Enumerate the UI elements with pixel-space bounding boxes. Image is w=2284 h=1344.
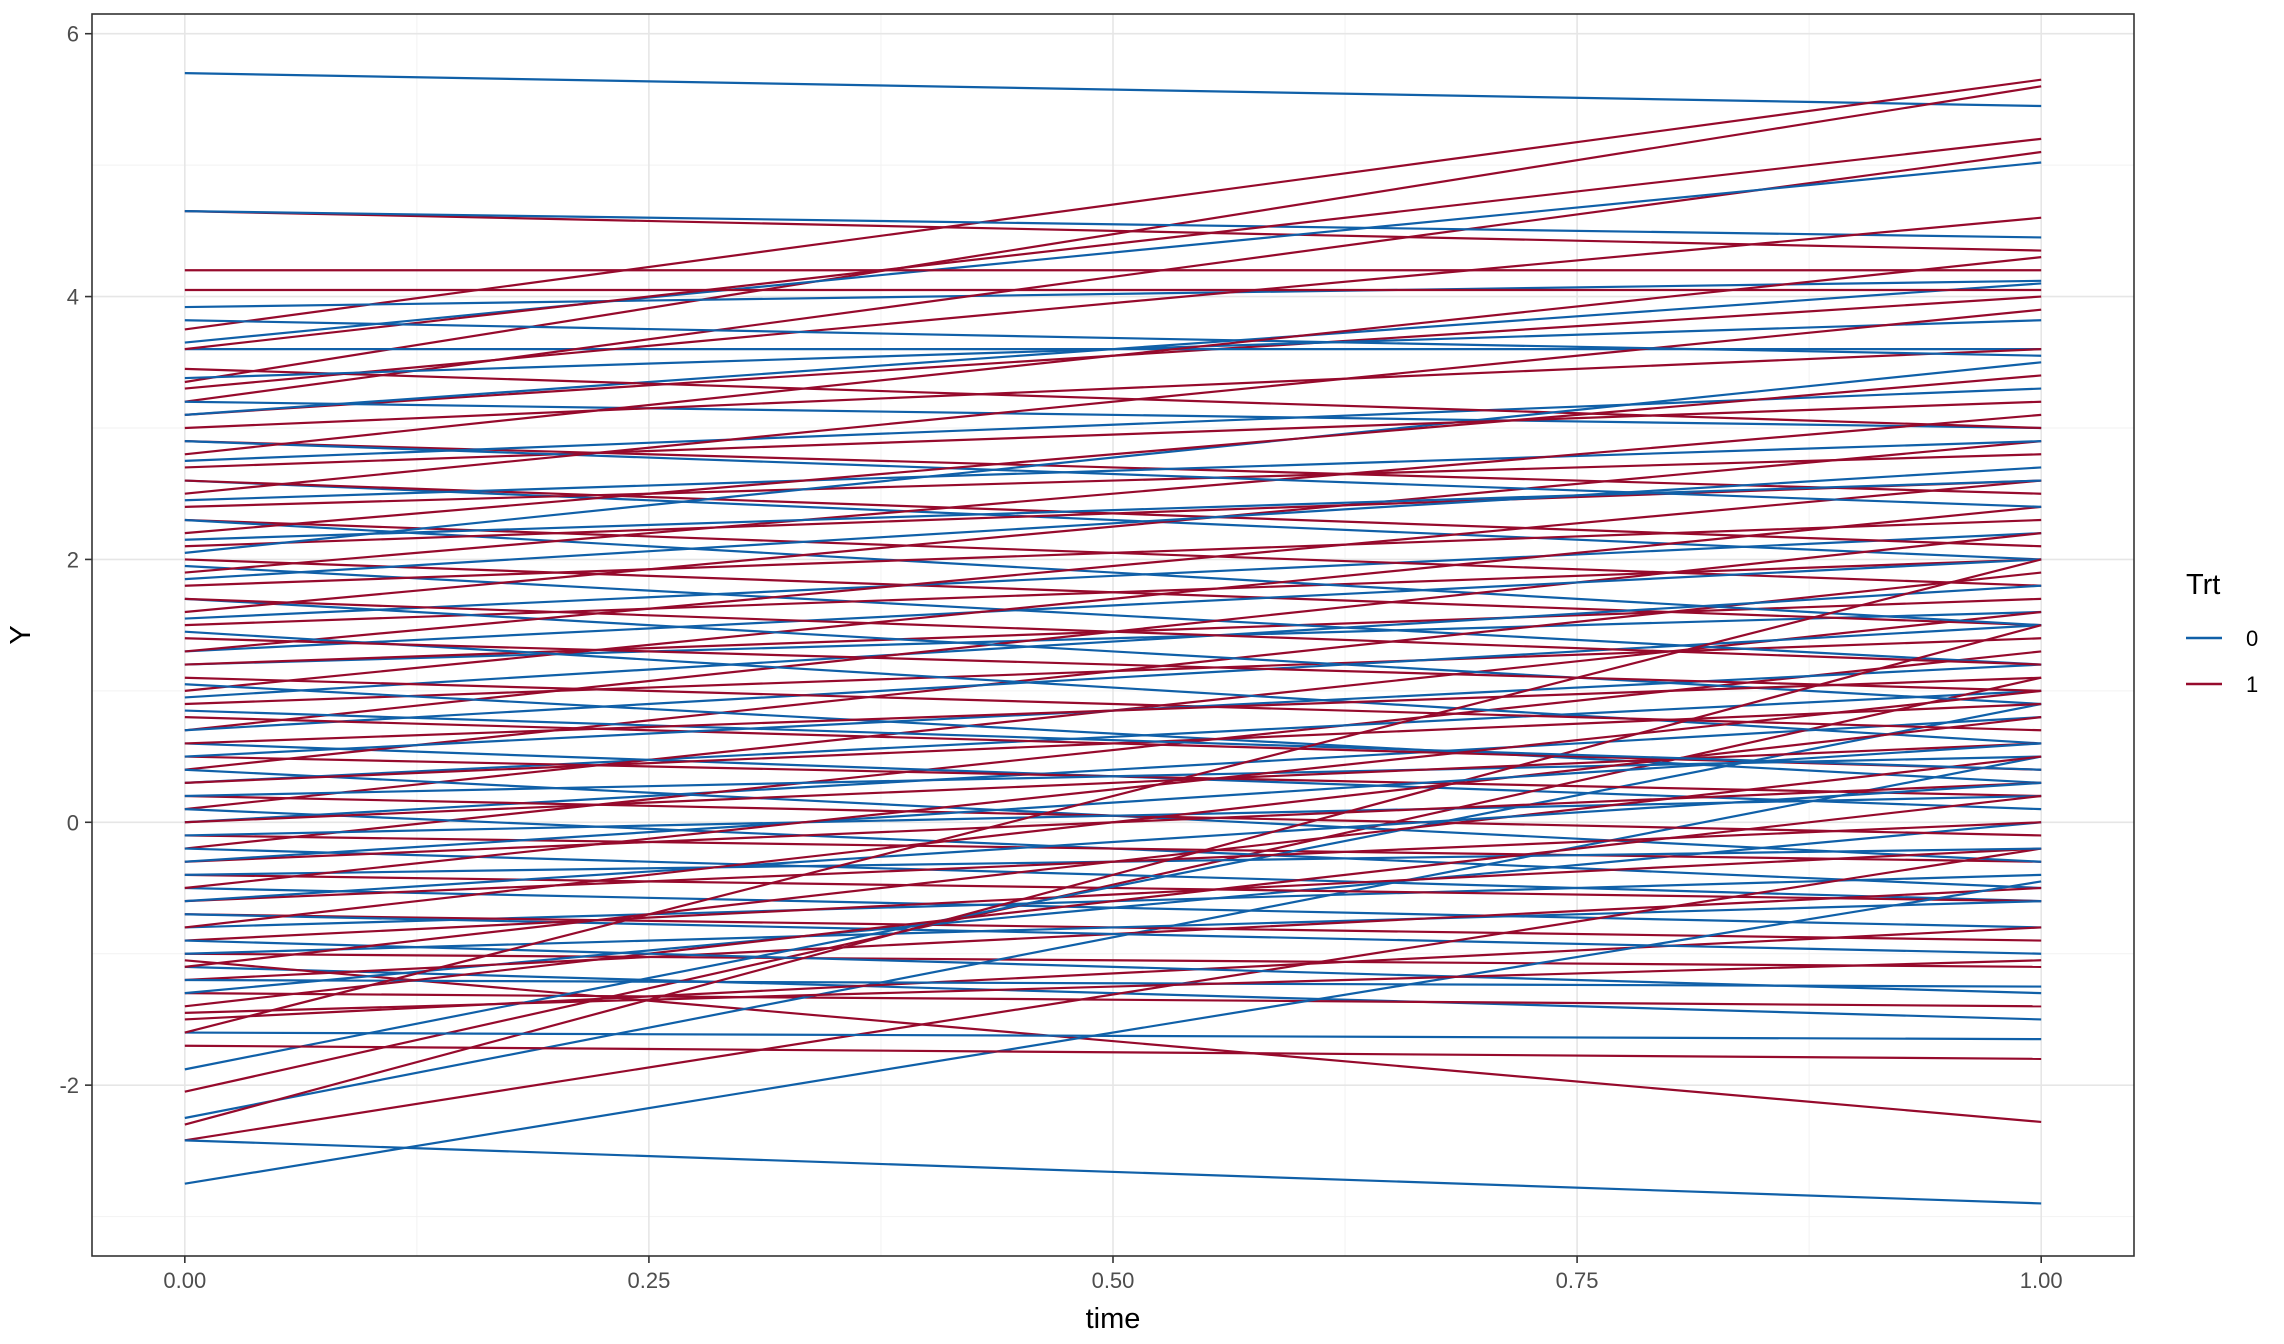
x-tick-label: 0.50 [1092, 1268, 1135, 1293]
series-1-line [184, 992, 2042, 1008]
x-tick-label: 0.25 [627, 1268, 670, 1293]
series-0-line [184, 900, 2042, 955]
legend-label-0: 0 [2246, 626, 2258, 651]
series-1-line [184, 676, 2042, 745]
series-0-line [184, 319, 2042, 357]
series-0-line [184, 880, 2042, 1185]
series-0-line [184, 742, 2042, 863]
legend: Trt 01 [2186, 569, 2258, 697]
series-1-line [184, 959, 2042, 1124]
series-1-line [184, 676, 2042, 732]
series-1-line [184, 952, 2042, 968]
series-0-line [184, 72, 2042, 108]
series-0-line [184, 319, 2042, 380]
series-1-line [184, 518, 2042, 587]
series-1-line [184, 847, 2042, 1142]
series-0-line [184, 709, 2042, 771]
series-1-line [184, 440, 2042, 614]
series-0-line [184, 781, 2042, 903]
series-1-line [184, 308, 2042, 495]
series-0-line [184, 161, 2042, 344]
series-1-line [184, 400, 2042, 469]
series-0-line [184, 965, 2042, 1021]
series-1-line [184, 1044, 2042, 1060]
series-1-line [184, 755, 2042, 968]
series-0-line [184, 610, 2042, 666]
legend-items: 01 [2186, 626, 2258, 697]
series-1-line [184, 505, 2042, 692]
series-0-line [184, 279, 2042, 309]
series-0-line [184, 400, 2042, 430]
series-0-line [184, 913, 2042, 955]
series-0-line [184, 440, 2042, 502]
series-1-line [184, 650, 2042, 850]
series-1-line [184, 716, 2042, 929]
series-1-line [184, 348, 2042, 430]
y-tick-label: -2 [59, 1073, 79, 1098]
series-0-line [184, 584, 2042, 699]
y-tick-label: 4 [67, 285, 79, 310]
series-lines [184, 72, 2042, 1205]
series-0-line [184, 689, 2042, 784]
series-1-line [184, 558, 2042, 627]
series-0-line [184, 1031, 2042, 1041]
series-1-line [184, 597, 2042, 666]
x-tick-label: 0.00 [163, 1268, 206, 1293]
series-0-line [184, 939, 2042, 995]
series-1-line [184, 689, 2042, 890]
series-1-line [184, 847, 2042, 942]
x-tick-label: 1.00 [2020, 1268, 2063, 1293]
series-0-line [184, 624, 2042, 732]
series-0-line [184, 361, 2042, 554]
series-1-line [184, 256, 2042, 456]
y-tick-label: 6 [67, 22, 79, 47]
series-0-line [184, 558, 2042, 653]
series-1-line [184, 558, 2042, 1034]
series-0-line [184, 210, 2042, 239]
series-1-line [184, 453, 2042, 508]
legend-label-1: 1 [2246, 672, 2258, 697]
series-0-line [184, 1139, 2042, 1205]
series-0-line [184, 683, 2042, 784]
series-1-line [184, 78, 2042, 331]
x-axis: 0.00 0.25 0.50 0.75 1.00 [163, 1256, 2063, 1293]
series-1-line [184, 216, 2042, 390]
series-1-line [184, 676, 2042, 1093]
series-1-line [184, 834, 2042, 863]
y-tick-label: 0 [67, 810, 79, 835]
series-1-line [184, 742, 2042, 824]
series-0-line [184, 755, 2042, 1120]
y-axis-title: Y [5, 625, 37, 644]
series-1-line [184, 479, 2042, 653]
x-axis-title: time [1086, 1303, 1141, 1335]
series-0-line [184, 702, 2042, 1071]
series-1-line [184, 137, 2042, 351]
series-1-line [184, 413, 2042, 574]
series-1-line [184, 367, 2042, 430]
series-0-line [184, 466, 2042, 581]
series-0-line [184, 716, 2042, 824]
series-1-line [184, 637, 2042, 692]
series-0-line [184, 440, 2042, 508]
series-1-line [184, 794, 2042, 1008]
series-1-line [184, 624, 2042, 1126]
series-1-line [184, 702, 2042, 784]
legend-title: Trt [2186, 569, 2220, 601]
y-axis: -2 0 2 4 6 [59, 22, 92, 1098]
series-1-line [184, 85, 2042, 384]
series-0-line [184, 518, 2042, 627]
series-1-line [184, 210, 2042, 252]
series-0-line [184, 597, 2042, 706]
series-0-line [184, 479, 2042, 541]
series-1-line [184, 374, 2042, 535]
y-tick-label: 2 [67, 547, 79, 572]
series-0-line [184, 532, 2042, 620]
x-tick-label: 0.75 [1556, 1268, 1599, 1293]
series-1-line [184, 959, 2042, 1014]
plot-panel [91, 13, 2135, 1257]
